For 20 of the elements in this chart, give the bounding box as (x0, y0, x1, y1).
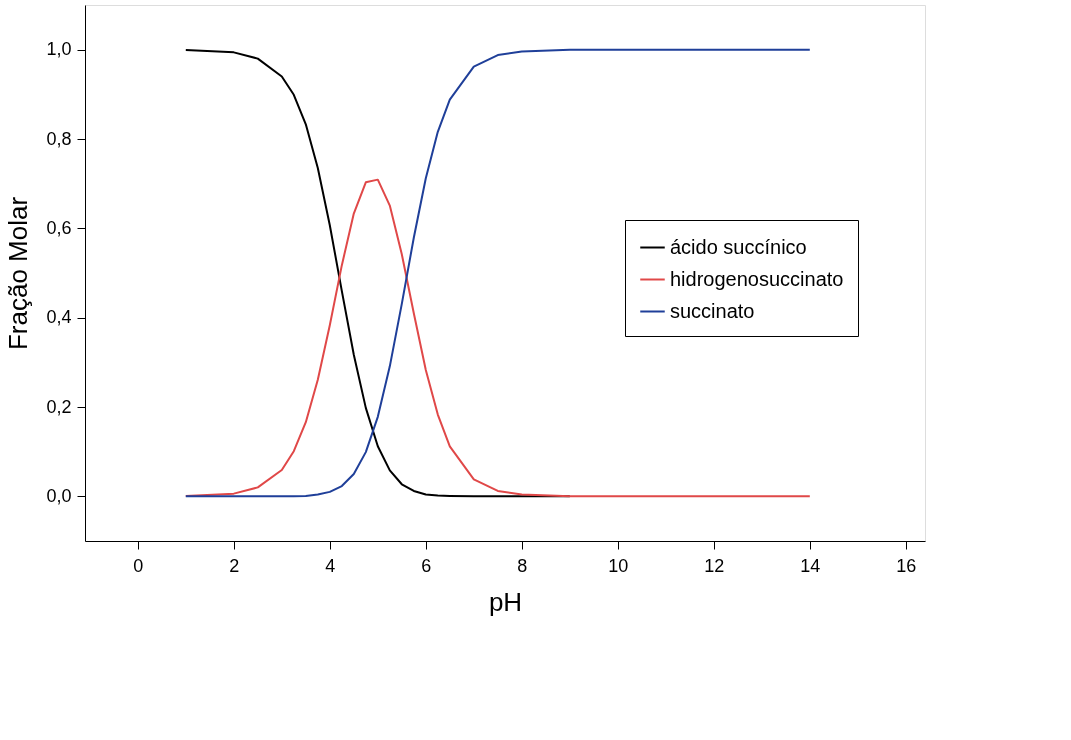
y-tick-label: 0,0 (46, 485, 72, 506)
x-tick-label: 2 (229, 555, 240, 576)
legend-label: ácido succínico (670, 235, 807, 258)
x-tick-label: 4 (325, 555, 336, 576)
y-tick-label: 0,8 (46, 128, 72, 149)
legend-label: hidrogenosuccinato (670, 267, 844, 290)
y-axis-title: Fração Molar (3, 196, 34, 351)
x-axis-title: pH (488, 586, 523, 617)
x-tick-label: 6 (421, 555, 432, 576)
x-tick-label: 0 (133, 555, 144, 576)
y-tick-label: 0,4 (46, 307, 72, 328)
x-tick-label: 10 (608, 555, 629, 576)
x-tick-label: 14 (800, 555, 821, 576)
y-tick-label: 0,6 (46, 217, 72, 238)
x-tick-label: 8 (517, 555, 528, 576)
y-tick-label: 0,2 (46, 396, 72, 417)
x-tick-label: 12 (704, 555, 725, 576)
legend-label: succinato (670, 299, 755, 322)
y-tick-label: 1,0 (46, 39, 72, 60)
x-tick-label: 16 (896, 555, 917, 576)
